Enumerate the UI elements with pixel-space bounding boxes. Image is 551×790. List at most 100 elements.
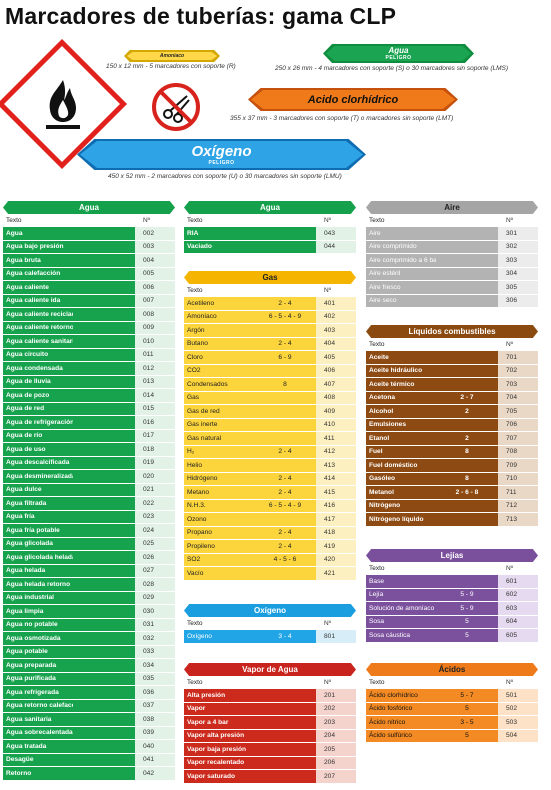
row-hazard-codes — [254, 702, 316, 715]
row-number: 501 — [498, 689, 538, 702]
row-name: Agua fría — [3, 510, 73, 523]
table-vapor-de-agua: Vapor de Agua Texto Nº Alta presión 201 Vapor… — [184, 663, 356, 784]
table-row: Agua de refrigeración 016 — [3, 416, 175, 430]
table-row: Cloro 6 - 9 405 — [184, 351, 356, 365]
row-number: 204 — [316, 729, 356, 742]
row-name: Vacío — [184, 567, 254, 580]
table-row: Agua de río 017 — [3, 429, 175, 443]
row-hazard-codes — [73, 578, 135, 591]
table-row: Agua no potable 031 — [3, 618, 175, 632]
row-name: Agua sobrecalentada — [3, 726, 73, 739]
row-hazard-codes — [254, 567, 316, 580]
col-hazard — [436, 676, 498, 689]
row-name: Vaciado — [184, 240, 254, 253]
row-name: Agua caliente retorno — [3, 321, 73, 334]
row-name: Hidrógeno — [184, 472, 254, 485]
row-hazard-codes — [73, 429, 135, 442]
table-title: Oxígeno — [184, 604, 356, 617]
table-row: Argón 403 — [184, 324, 356, 338]
row-name: Fuel doméstico — [366, 459, 436, 472]
table-title: Ácidos — [366, 663, 538, 676]
row-hazard-codes — [73, 605, 135, 618]
row-name: Aceite hidráulico — [366, 364, 436, 377]
row-hazard-codes — [254, 391, 316, 404]
table-row: Ácido nítrico 3 - 5 503 — [366, 716, 538, 730]
col-hazard — [73, 214, 135, 227]
row-hazard-codes — [436, 459, 498, 472]
row-name: Amoníaco — [184, 310, 254, 323]
row-number: 010 — [135, 335, 175, 348]
col-texto: Texto — [6, 217, 22, 224]
row-name: Aceite térmico — [366, 378, 436, 391]
row-hazard-codes — [436, 281, 498, 294]
row-hazard-codes — [73, 308, 135, 321]
row-name: Desagüe — [3, 753, 73, 766]
row-hazard-codes: 2 - 4 — [254, 486, 316, 499]
row-name: Nitrógeno líquido — [366, 513, 436, 526]
row-name: Agua filtrada — [3, 497, 73, 510]
row-number: 013 — [135, 375, 175, 388]
col-numero: Nº — [324, 287, 332, 294]
table-row: Agua bruta 004 — [3, 254, 175, 268]
row-number: 706 — [498, 418, 538, 431]
row-number: 026 — [135, 551, 175, 564]
table-row: Metanol 2 - 6 - 8 711 — [366, 486, 538, 500]
table-row: Gas de red 409 — [184, 405, 356, 419]
row-number: 028 — [135, 578, 175, 591]
row-hazard-codes — [73, 618, 135, 631]
row-number: 007 — [135, 294, 175, 307]
row-hazard-codes — [254, 240, 316, 253]
col-texto: Texto — [187, 620, 203, 627]
table-row: Agua potable 033 — [3, 645, 175, 659]
table-row: Gas natural 411 — [184, 432, 356, 446]
table-row: Agua circuito 011 — [3, 348, 175, 362]
row-hazard-codes: 2 - 4 — [254, 337, 316, 350]
table-row: Agua calefacción 005 — [3, 267, 175, 281]
row-name: Agua de refrigeración — [3, 416, 73, 429]
row-hazard-codes — [436, 513, 498, 526]
row-number: 009 — [135, 321, 175, 334]
row-hazard-codes — [73, 632, 135, 645]
row-number: 003 — [135, 240, 175, 253]
row-name: Retorno — [3, 767, 73, 780]
table-row: H₂ 2 - 4 412 — [184, 445, 356, 459]
table-row: Agua sobrecalentada 039 — [3, 726, 175, 740]
row-number: 025 — [135, 537, 175, 550]
row-name: Ácido sulfúrico — [366, 729, 436, 742]
acid-marker-caption: 355 x 37 mm - 3 marcadores con soporte (… — [230, 115, 454, 122]
table-row: Gasóleo 8 710 — [366, 472, 538, 486]
table-row: Ácido sulfúrico 5 504 — [366, 729, 538, 743]
table-row: Desagüe 041 — [3, 753, 175, 767]
row-number: 201 — [316, 689, 356, 702]
row-hazard-codes — [73, 321, 135, 334]
row-number: 035 — [135, 672, 175, 685]
table-row: Agua filtrada 022 — [3, 497, 175, 511]
row-number: 203 — [316, 716, 356, 729]
row-name: Aceite — [366, 351, 436, 364]
table-row: Agua de red 015 — [3, 402, 175, 416]
row-name: Argón — [184, 324, 254, 337]
row-name: Alcohol — [366, 405, 436, 418]
row-number: 421 — [316, 567, 356, 580]
table-row: Aire comprimido 302 — [366, 240, 538, 254]
row-name: Aire estéril — [366, 267, 436, 280]
table-row: Helio 413 — [184, 459, 356, 473]
water-pipe-marker: Agua PELIGRO — [323, 44, 474, 63]
row-number: 403 — [316, 324, 356, 337]
row-number: 713 — [498, 513, 538, 526]
table-row: Agua osmotizada 032 — [3, 632, 175, 646]
row-number: 417 — [316, 513, 356, 526]
column-headers: Texto Nº — [184, 214, 356, 227]
table-title: Agua — [3, 201, 175, 214]
col-numero: Nº — [506, 217, 514, 224]
row-number: 418 — [316, 526, 356, 539]
row-number: 044 — [316, 240, 356, 253]
row-number: 011 — [135, 348, 175, 361]
row-number: 041 — [135, 753, 175, 766]
table-row: Aire fresco 305 — [366, 281, 538, 295]
row-number: 710 — [498, 472, 538, 485]
col-hazard — [436, 214, 498, 227]
row-hazard-codes — [73, 470, 135, 483]
table-row: Vapor a 4 bar 203 — [184, 716, 356, 730]
table-row: Agua dulce 021 — [3, 483, 175, 497]
